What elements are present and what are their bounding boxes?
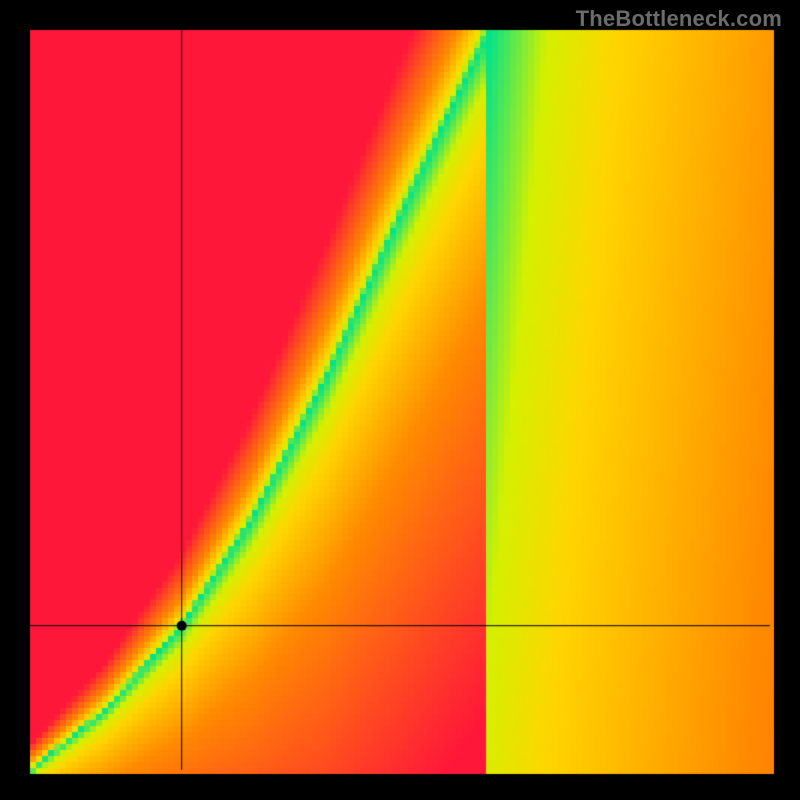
heatmap-canvas — [0, 0, 800, 800]
chart-container: TheBottleneck.com — [0, 0, 800, 800]
watermark-label: TheBottleneck.com — [576, 6, 782, 32]
